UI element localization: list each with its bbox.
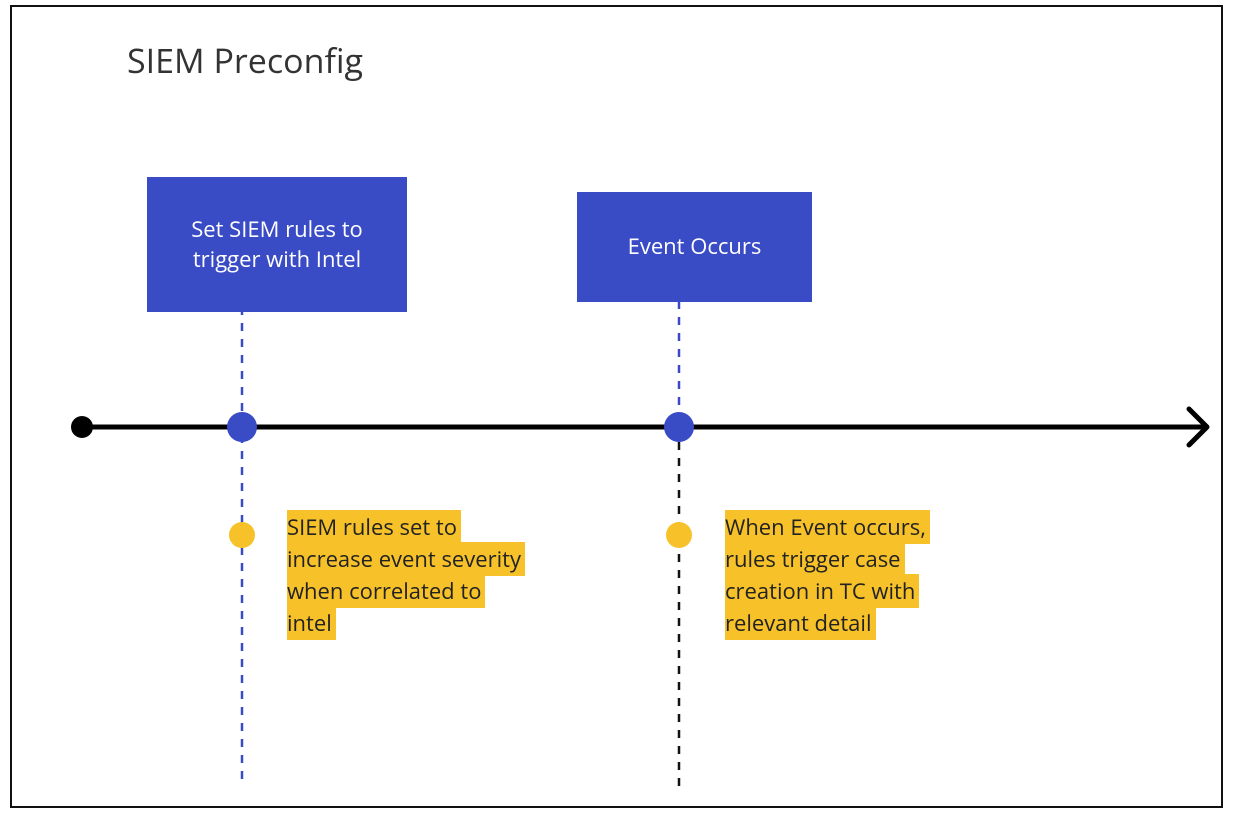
annotation-bullet-2 <box>666 522 692 548</box>
stage-box-event-occurs-label: Event Occurs <box>628 232 762 262</box>
annotation-1: SIEM rules set to increase event severit… <box>287 512 527 640</box>
annotation-1-text: SIEM rules set to increase event severit… <box>287 510 525 640</box>
annotation-2-text: When Event occurs, rules trigger case cr… <box>725 510 930 640</box>
diagram-title: SIEM Preconfig <box>127 37 363 83</box>
diagram-frame: SIEM Preconfig Set SIEM rules to trigger… <box>10 5 1223 808</box>
stage-box-set-rules: Set SIEM rules to trigger with Intel <box>147 177 407 312</box>
annotation-bullet-1 <box>229 522 255 548</box>
stage-box-event-occurs: Event Occurs <box>577 192 812 302</box>
stage-box-set-rules-label: Set SIEM rules to trigger with Intel <box>155 215 399 274</box>
annotation-2: When Event occurs, rules trigger case cr… <box>725 512 975 640</box>
timeline-svg <box>12 7 1225 810</box>
